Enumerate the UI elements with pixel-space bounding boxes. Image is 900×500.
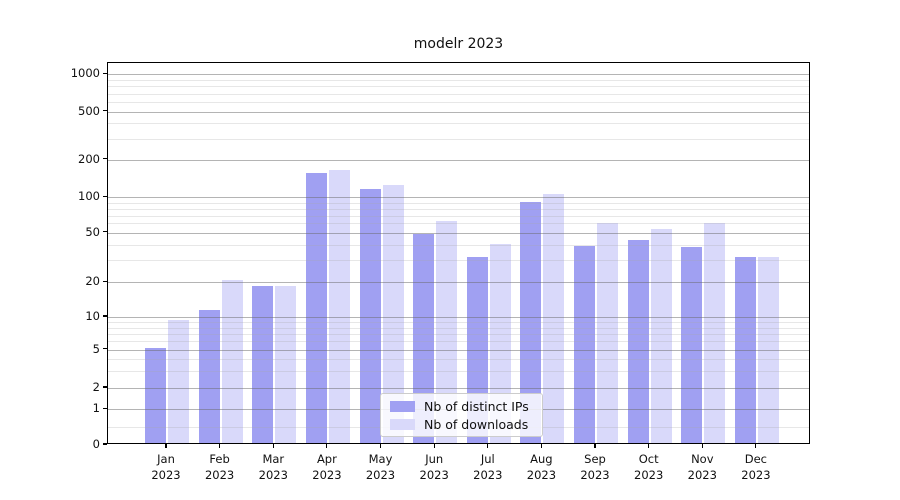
x-tick-mark-may	[379, 444, 382, 448]
legend: Nb of distinct IPs Nb of downloads	[380, 393, 543, 437]
y-tick-label-200: 200	[78, 151, 100, 166]
x-tick-mark-sep	[594, 444, 596, 448]
x-tick-label-nov: Nov 2023	[687, 452, 717, 482]
y-tick-label-100: 100	[78, 189, 100, 204]
legend-swatch-downloads	[390, 419, 415, 430]
gridline-minor-900	[108, 80, 809, 81]
y-tick-label-50: 50	[85, 224, 100, 239]
y-tick-mark-50	[103, 231, 107, 233]
x-tick-mark-oct	[648, 444, 650, 448]
x-tick-mark-apr	[326, 444, 328, 448]
bar-distinct-ips-jan	[145, 347, 166, 443]
y-tick-mark-200	[103, 158, 107, 160]
bar-distinct-ips-dec	[734, 256, 756, 443]
bar-distinct-ips-may	[359, 189, 381, 443]
x-tick-mark-dec	[755, 444, 757, 448]
bar-distinct-ips-jun	[413, 234, 435, 443]
x-tick-mark-feb	[219, 444, 221, 448]
x-tick-label-mar: Mar 2023	[258, 452, 288, 482]
gridline-minor-600	[108, 101, 809, 103]
y-tick-mark-5	[103, 348, 107, 350]
bar-distinct-ips-aug	[520, 201, 542, 443]
y-tick-mark-500	[103, 110, 107, 112]
x-tick-label-feb: Feb 2023	[204, 452, 235, 482]
y-tick-mark-1	[103, 407, 107, 409]
y-tick-label-10: 10	[85, 309, 100, 323]
gridline-major-500	[108, 111, 809, 113]
bar-downloads-feb	[221, 280, 243, 443]
bar-downloads-dec	[757, 256, 779, 443]
bar-distinct-ips-nov	[681, 247, 703, 443]
x-tick-label-oct: Oct 2023	[634, 452, 664, 482]
bar-downloads-jun	[436, 221, 458, 443]
bar-downloads-oct	[650, 228, 672, 443]
bar-distinct-ips-feb	[198, 310, 220, 443]
bar-downloads-nov	[704, 223, 726, 443]
bar-distinct-ips-apr	[305, 173, 327, 443]
gridline-minor-300	[108, 138, 809, 140]
gridline-minor-90	[108, 202, 809, 204]
bar-distinct-ips-mar	[252, 285, 274, 443]
y-tick-mark-0	[103, 443, 107, 445]
x-tick-mark-jun	[433, 444, 435, 448]
y-tick-label-0: 0	[92, 437, 100, 451]
legend-swatch-distinct-ips	[390, 401, 415, 412]
gridline-minor-70	[108, 215, 809, 217]
x-tick-label-sep: Sep 2023	[580, 452, 610, 482]
gridline-major-200	[108, 159, 809, 161]
x-tick-mark-jul	[487, 444, 489, 448]
legend-row-distinct-ips: Nb of distinct IPs	[390, 399, 533, 414]
bar-downloads-may	[382, 185, 404, 443]
y-tick-label-20: 20	[85, 274, 100, 289]
legend-label-distinct-ips: Nb of distinct IPs	[424, 399, 529, 414]
bar-downloads-aug	[543, 193, 565, 443]
x-tick-mark-aug	[540, 444, 542, 448]
x-tick-label-jun: Jun 2023	[419, 452, 449, 482]
y-tick-mark-20	[103, 280, 107, 282]
x-tick-label-apr: Apr 2023	[312, 452, 342, 482]
x-tick-label-jan: Jan 2023	[151, 452, 181, 482]
y-tick-mark-2	[103, 386, 107, 388]
bar-downloads-jan	[168, 320, 189, 443]
bar-distinct-ips-sep	[574, 245, 596, 443]
gridline-minor-80	[108, 208, 809, 210]
y-tick-label-1000: 1000	[70, 66, 100, 81]
x-tick-mark-nov	[701, 444, 703, 448]
bar-downloads-sep	[597, 223, 619, 443]
bar-downloads-mar	[275, 285, 297, 443]
y-tick-mark-100	[103, 195, 107, 197]
x-tick-mark-mar	[272, 444, 274, 448]
plot-area: Nb of distinct IPs Nb of downloads	[107, 62, 810, 444]
gridline-major-100	[108, 197, 809, 199]
gridline-minor-700	[108, 93, 809, 95]
x-tick-label-aug: Aug 2023	[526, 452, 557, 482]
y-tick-label-500: 500	[78, 103, 100, 118]
legend-label-downloads: Nb of downloads	[424, 417, 529, 432]
y-tick-mark-1000	[103, 72, 107, 74]
chart-title: modelr 2023	[413, 36, 504, 52]
y-tick-label-2: 2	[92, 380, 100, 394]
y-tick-label-1: 1	[92, 401, 100, 416]
y-tick-label-5: 5	[92, 341, 100, 356]
x-tick-label-may: May 2023	[365, 452, 396, 482]
x-tick-label-jul: Jul 2023	[473, 452, 503, 482]
y-tick-mark-10	[103, 315, 107, 317]
legend-row-downloads: Nb of downloads	[390, 417, 533, 432]
x-tick-mark-jan	[165, 444, 167, 448]
gridline-minor-800	[108, 86, 809, 88]
bar-distinct-ips-oct	[627, 240, 649, 443]
x-tick-label-dec: Dec 2023	[741, 452, 771, 482]
gridline-minor-400	[108, 123, 809, 125]
gridline-major-1000	[108, 74, 809, 76]
bar-downloads-apr	[328, 169, 350, 443]
